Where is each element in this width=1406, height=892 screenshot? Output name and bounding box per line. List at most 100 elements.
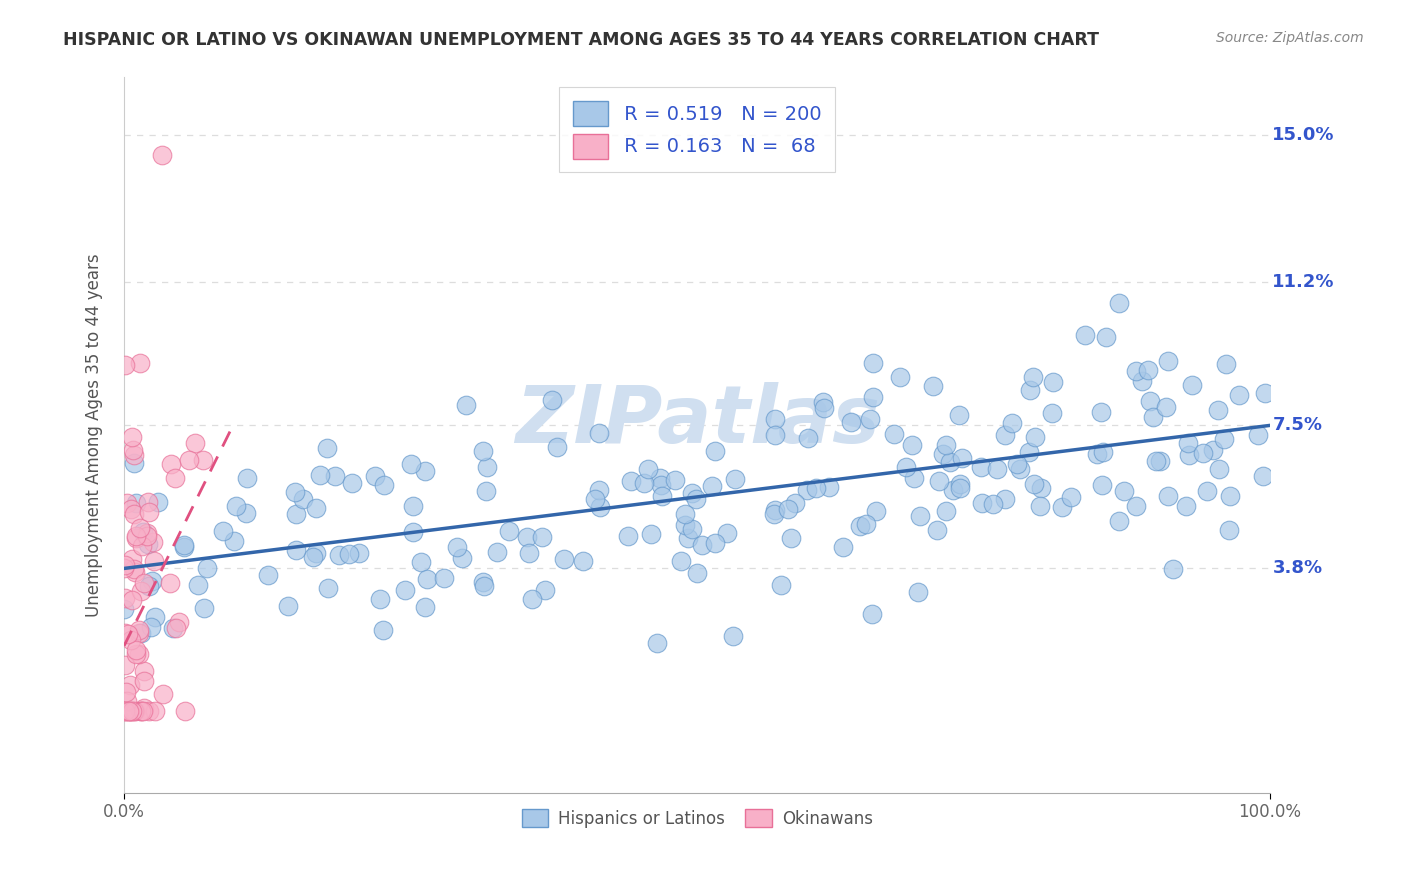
Point <box>162 621 184 635</box>
Point <box>1149 453 1171 467</box>
Point <box>340 476 363 491</box>
Point <box>173 705 195 719</box>
Point <box>831 540 853 554</box>
Point <box>152 687 174 701</box>
Point <box>486 545 509 559</box>
Point <box>640 527 662 541</box>
Point <box>118 705 141 719</box>
Point <box>285 507 308 521</box>
Point <box>328 549 350 563</box>
Point <box>167 615 190 630</box>
Point <box>1174 499 1197 513</box>
Point <box>121 552 143 566</box>
Point <box>716 525 738 540</box>
Point <box>402 525 425 540</box>
Point <box>347 545 370 559</box>
Text: HISPANIC OR LATINO VS OKINAWAN UNEMPLOYMENT AMONG AGES 35 TO 44 YEARS CORRELATIO: HISPANIC OR LATINO VS OKINAWAN UNEMPLOYM… <box>63 31 1099 49</box>
Point <box>136 495 159 509</box>
Point <box>534 582 557 597</box>
Point <box>860 607 883 621</box>
Point <box>763 502 786 516</box>
Point <box>316 442 339 456</box>
Point <box>1219 489 1241 503</box>
Point <box>1251 469 1274 483</box>
Point <box>1130 375 1153 389</box>
Point <box>804 481 827 495</box>
Point <box>1040 406 1063 420</box>
Point <box>125 496 148 510</box>
Point <box>305 546 328 560</box>
Point <box>813 401 835 415</box>
Point <box>284 484 307 499</box>
Point <box>316 581 339 595</box>
Point <box>1206 403 1229 417</box>
Point <box>136 525 159 540</box>
Point <box>115 685 138 699</box>
Point <box>184 435 207 450</box>
Point <box>373 478 395 492</box>
Point <box>651 489 673 503</box>
Point <box>364 469 387 483</box>
Point <box>721 628 744 642</box>
Point <box>121 633 143 648</box>
Point <box>446 541 468 555</box>
Point <box>150 148 173 162</box>
Point <box>122 562 145 576</box>
Point <box>633 475 655 490</box>
Point <box>588 483 610 498</box>
Point <box>141 574 163 588</box>
Point <box>114 705 136 719</box>
Point <box>472 579 495 593</box>
Point <box>553 552 575 566</box>
Point <box>114 358 136 372</box>
Point <box>124 507 146 521</box>
Point <box>983 497 1005 511</box>
Point <box>399 458 422 472</box>
Point <box>257 567 280 582</box>
Point <box>122 705 145 719</box>
Point <box>1112 483 1135 498</box>
Point <box>138 705 160 719</box>
Point <box>177 452 200 467</box>
Point <box>1125 499 1147 513</box>
Point <box>894 459 917 474</box>
Point <box>516 530 538 544</box>
Point <box>617 529 640 543</box>
Point <box>583 492 606 507</box>
Text: ZIPatlas: ZIPatlas <box>515 382 880 459</box>
Point <box>138 579 160 593</box>
Point <box>770 578 793 592</box>
Point <box>433 571 456 585</box>
Legend: Hispanics or Latinos, Okinawans: Hispanics or Latinos, Okinawans <box>515 803 879 834</box>
Point <box>669 554 692 568</box>
Point <box>129 521 152 535</box>
Point <box>986 461 1008 475</box>
Point <box>165 621 187 635</box>
Point <box>143 610 166 624</box>
Point <box>1074 328 1097 343</box>
Point <box>704 444 727 458</box>
Point <box>763 507 786 521</box>
Point <box>450 550 472 565</box>
Point <box>541 392 564 407</box>
Point <box>118 705 141 719</box>
Point <box>994 428 1017 442</box>
Point <box>690 538 713 552</box>
Point <box>704 535 727 549</box>
Point <box>778 502 800 516</box>
Point <box>277 599 299 613</box>
Point <box>323 469 346 483</box>
Point <box>117 694 139 708</box>
Point <box>796 483 818 497</box>
Point <box>121 443 143 458</box>
Point <box>193 453 215 467</box>
Point <box>1157 353 1180 368</box>
Point <box>235 506 257 520</box>
Text: 7.5%: 7.5% <box>1272 417 1323 434</box>
Point <box>124 705 146 719</box>
Point <box>132 576 155 591</box>
Point <box>855 516 877 531</box>
Point <box>225 500 247 514</box>
Point <box>141 619 163 633</box>
Point <box>673 518 696 533</box>
